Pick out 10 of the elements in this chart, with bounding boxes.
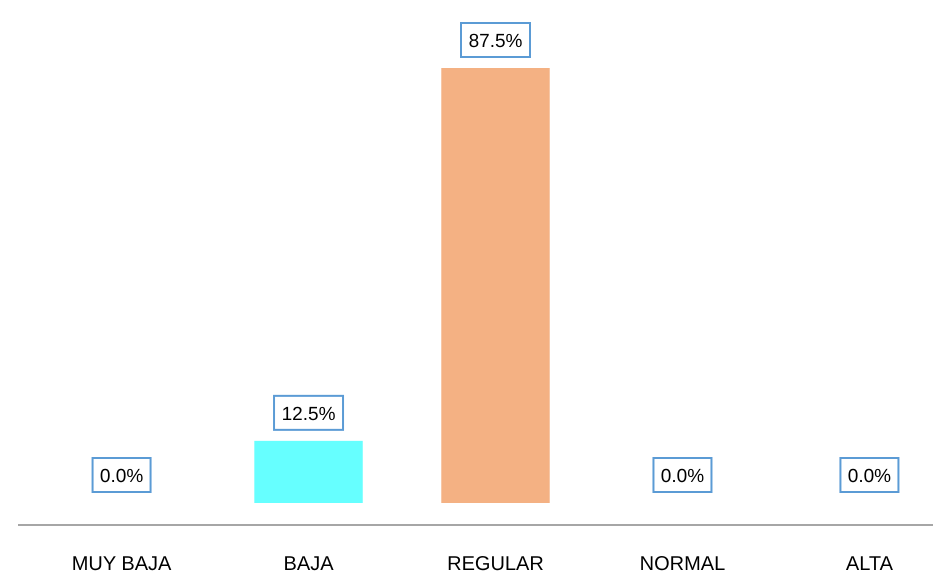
x-tick-label: MUY BAJA — [72, 553, 172, 571]
data-label: 12.5% — [282, 404, 336, 425]
x-tick-label: NORMAL — [640, 553, 726, 571]
data-label: 0.0% — [848, 466, 892, 487]
data-label: 0.0% — [660, 466, 704, 487]
x-tick-label: BAJA — [284, 553, 334, 571]
x-tick-label: REGULAR — [447, 553, 544, 571]
data-label: 0.0% — [100, 466, 144, 487]
x-tick-label: ALTA — [846, 553, 894, 571]
data-label: 87.5% — [468, 31, 523, 52]
